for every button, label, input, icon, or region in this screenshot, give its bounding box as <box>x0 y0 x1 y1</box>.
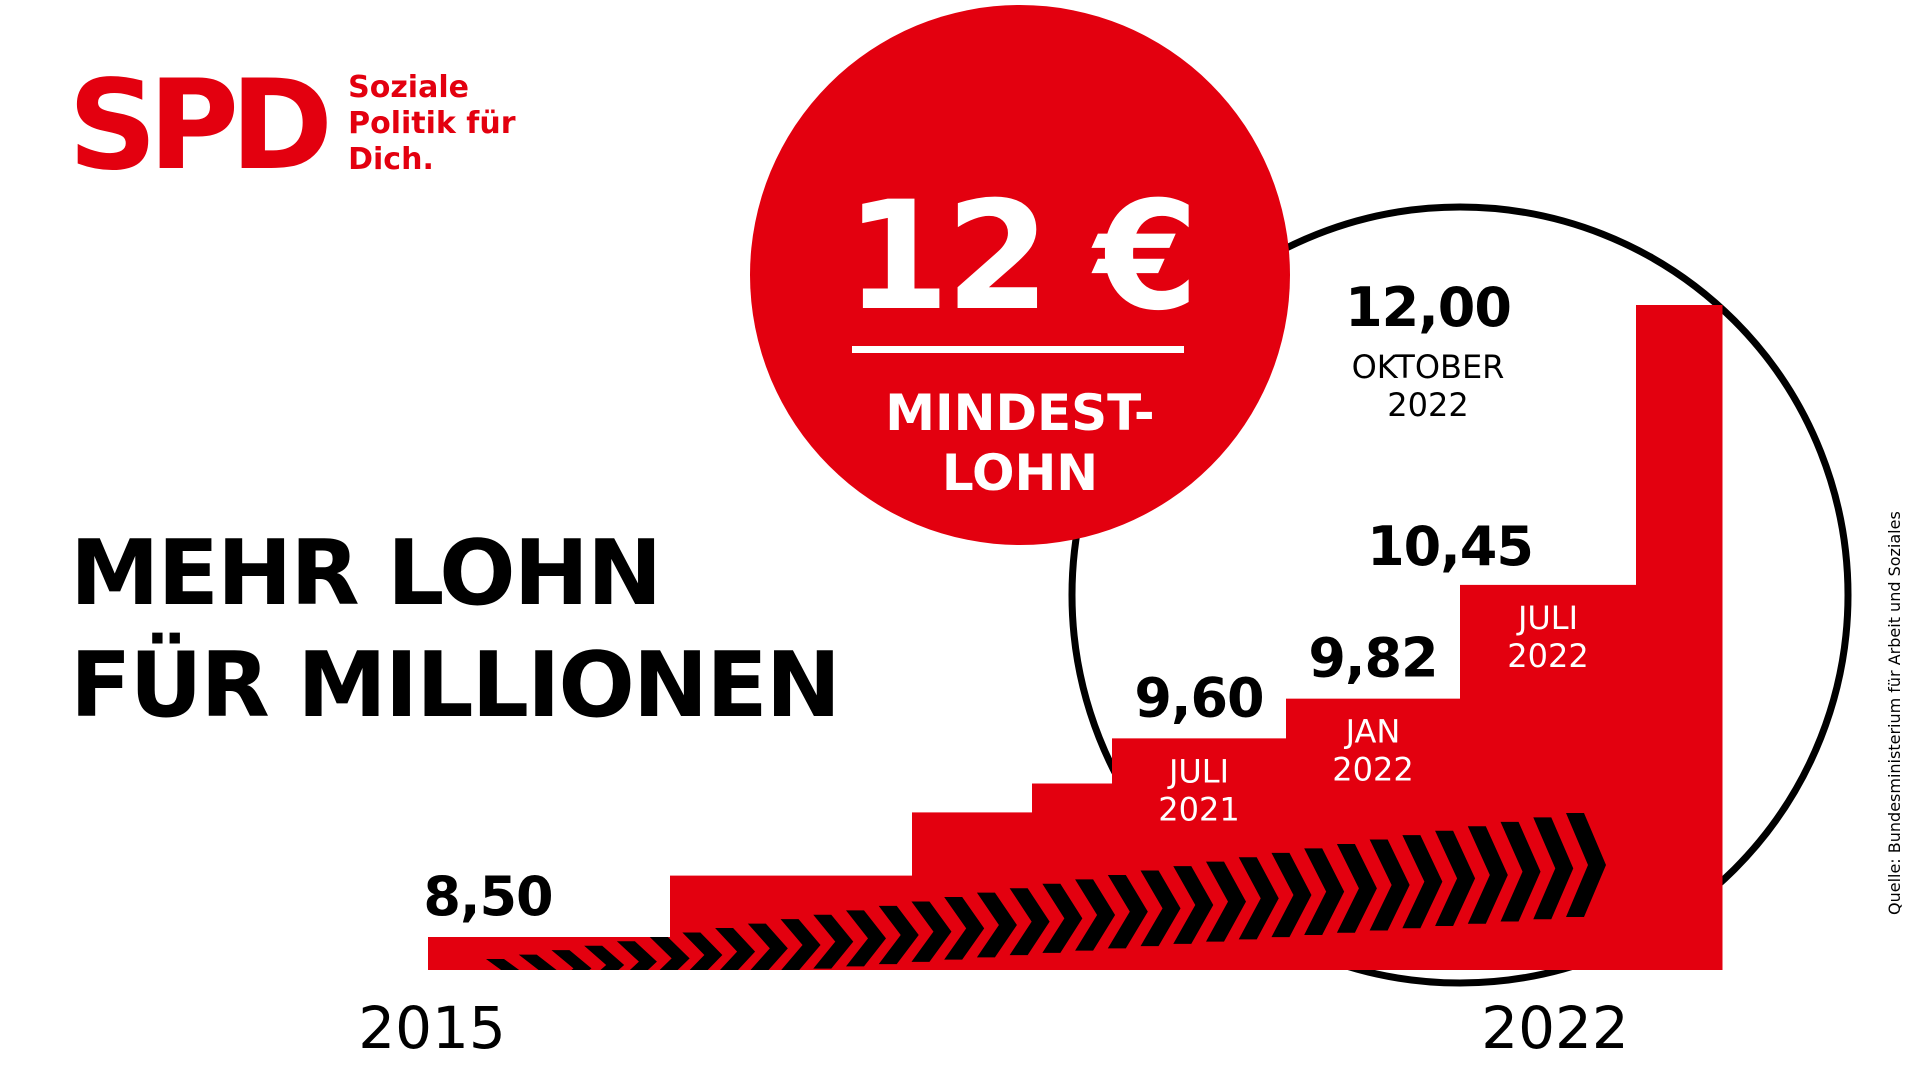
source-note: Quelle: Bundesministerium für Arbeit und… <box>1885 511 1904 915</box>
chevron-mark <box>715 928 756 971</box>
chevron-mark <box>1500 821 1541 922</box>
chevron-mark <box>846 910 886 967</box>
value-label: 9,60 <box>1134 666 1263 729</box>
chevron-mark <box>976 892 1017 958</box>
badge-divider <box>852 346 1184 353</box>
chevron-mark <box>551 950 592 971</box>
date-label: 2022 <box>1387 386 1468 424</box>
chevron-mark <box>1206 861 1246 942</box>
chevron-mark <box>1467 826 1508 924</box>
axis-end-label: 2022 <box>1481 994 1629 1062</box>
chevron-mark <box>1140 870 1181 947</box>
chevron-mark <box>649 936 690 971</box>
date-label: JULI <box>1516 599 1578 637</box>
chevron-mark <box>1271 852 1312 938</box>
date-label: OKTOBER <box>1352 348 1505 386</box>
chevron-mark <box>1107 874 1148 949</box>
chevron-mark <box>1042 883 1083 953</box>
axis-start-label: 2015 <box>358 994 506 1062</box>
logo-claim-line: Dich. <box>348 142 434 177</box>
headline: MEHR LOHN FÜR MILLIONEN <box>70 518 841 742</box>
chevron-mark <box>1369 839 1410 931</box>
value-label: 9,82 <box>1308 627 1437 690</box>
chevron-mark <box>911 901 952 962</box>
value-label: 10,45 <box>1367 515 1533 578</box>
logo-claim: Soziale Politik für Dich. <box>348 70 548 178</box>
date-label: JULI <box>1167 752 1229 790</box>
value-label: 8,50 <box>423 865 552 928</box>
logo-claim-line: Politik für <box>348 106 516 141</box>
logo-mark: SPD <box>68 54 333 198</box>
chevron-mark <box>1304 848 1345 935</box>
chevron-mark <box>1435 830 1476 926</box>
badge-label: MINDEST- <box>885 384 1154 442</box>
chart-bar <box>1032 783 1113 970</box>
chevron-mark <box>518 954 559 971</box>
logo-claim-line: Soziale <box>348 70 469 105</box>
chevron-mark <box>1533 817 1574 920</box>
chevron-mark <box>878 905 919 965</box>
date-label: JAN <box>1344 713 1401 751</box>
chevron-mark <box>584 945 625 971</box>
chevron-mark <box>486 959 526 971</box>
chevron-mark <box>747 923 788 971</box>
headline-line: FÜR MILLIONEN <box>70 633 841 738</box>
headline-line: MEHR LOHN <box>70 521 662 626</box>
date-label: 2022 <box>1507 637 1588 675</box>
value-label: 12,00 <box>1345 276 1511 339</box>
chevron-mark <box>616 941 657 971</box>
chevron-mark <box>682 932 723 971</box>
chart-bar <box>1636 305 1723 970</box>
chevron-mark <box>813 914 854 969</box>
spd-logo: SPD Soziale Politik für Dich. <box>68 62 548 188</box>
badge-label: LOHN <box>942 444 1098 502</box>
chevron-mark <box>1075 879 1116 951</box>
minimum-wage-badge <box>750 5 1290 545</box>
chevron-mark <box>1566 813 1606 917</box>
chevron-mark <box>1336 843 1377 933</box>
highlight-ring <box>1068 203 1852 987</box>
chevron-mark <box>780 919 821 971</box>
date-label: 2022 <box>1332 751 1413 789</box>
chevron-mark <box>1402 835 1443 929</box>
chevron-mark <box>1009 888 1050 956</box>
chevron-mark <box>944 897 985 960</box>
chevron-band <box>486 813 1606 971</box>
chevron-mark <box>1173 866 1214 944</box>
chevron-mark <box>1238 857 1279 940</box>
badge-value: 12 € <box>845 170 1194 344</box>
date-label: 2021 <box>1158 790 1239 828</box>
